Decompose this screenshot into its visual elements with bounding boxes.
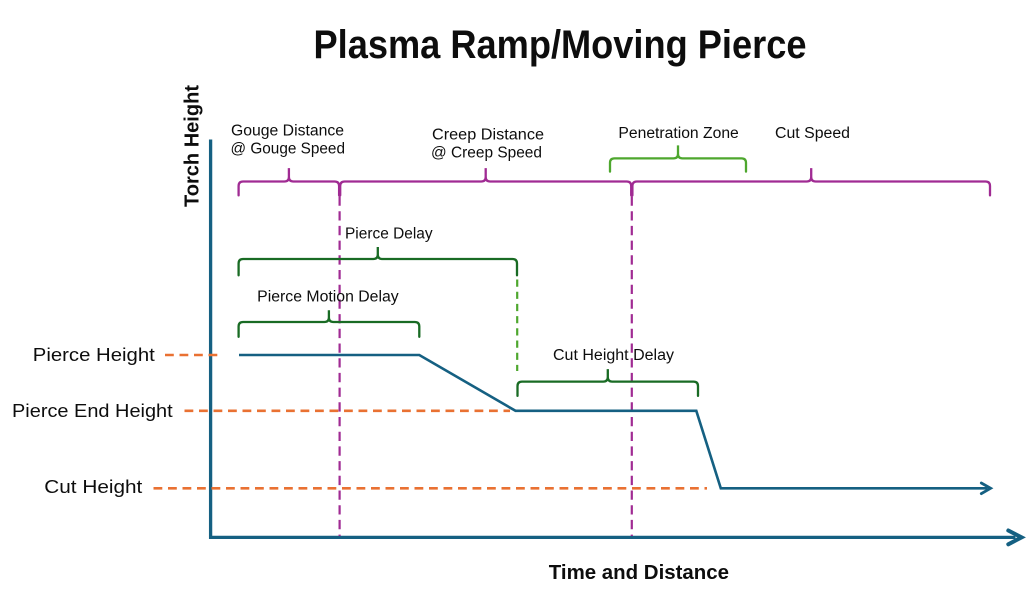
svg-text:@ Gouge Speed: @ Gouge Speed bbox=[231, 141, 346, 158]
svg-text:Torch Height: Torch Height bbox=[181, 85, 203, 207]
svg-text:Cut Speed: Cut Speed bbox=[775, 125, 850, 142]
svg-text:Cut Height: Cut Height bbox=[44, 477, 142, 497]
svg-text:Pierce End Height: Pierce End Height bbox=[12, 401, 173, 421]
svg-text:Penetration Zone: Penetration Zone bbox=[618, 125, 738, 142]
svg-text:Cut Height Delay: Cut Height Delay bbox=[553, 347, 674, 364]
svg-text:Pierce Height: Pierce Height bbox=[33, 345, 155, 365]
svg-text:Pierce Motion Delay: Pierce Motion Delay bbox=[257, 288, 399, 305]
svg-text:Gouge Distance: Gouge Distance bbox=[231, 123, 344, 140]
svg-text:@ Creep Speed: @ Creep Speed bbox=[431, 145, 542, 162]
svg-text:Creep Distance: Creep Distance bbox=[432, 127, 544, 144]
svg-text:Time and Distance: Time and Distance bbox=[549, 562, 729, 584]
svg-text:Pierce Delay: Pierce Delay bbox=[345, 225, 433, 242]
svg-text:Plasma Ramp/Moving Pierce: Plasma Ramp/Moving Pierce bbox=[314, 23, 807, 67]
